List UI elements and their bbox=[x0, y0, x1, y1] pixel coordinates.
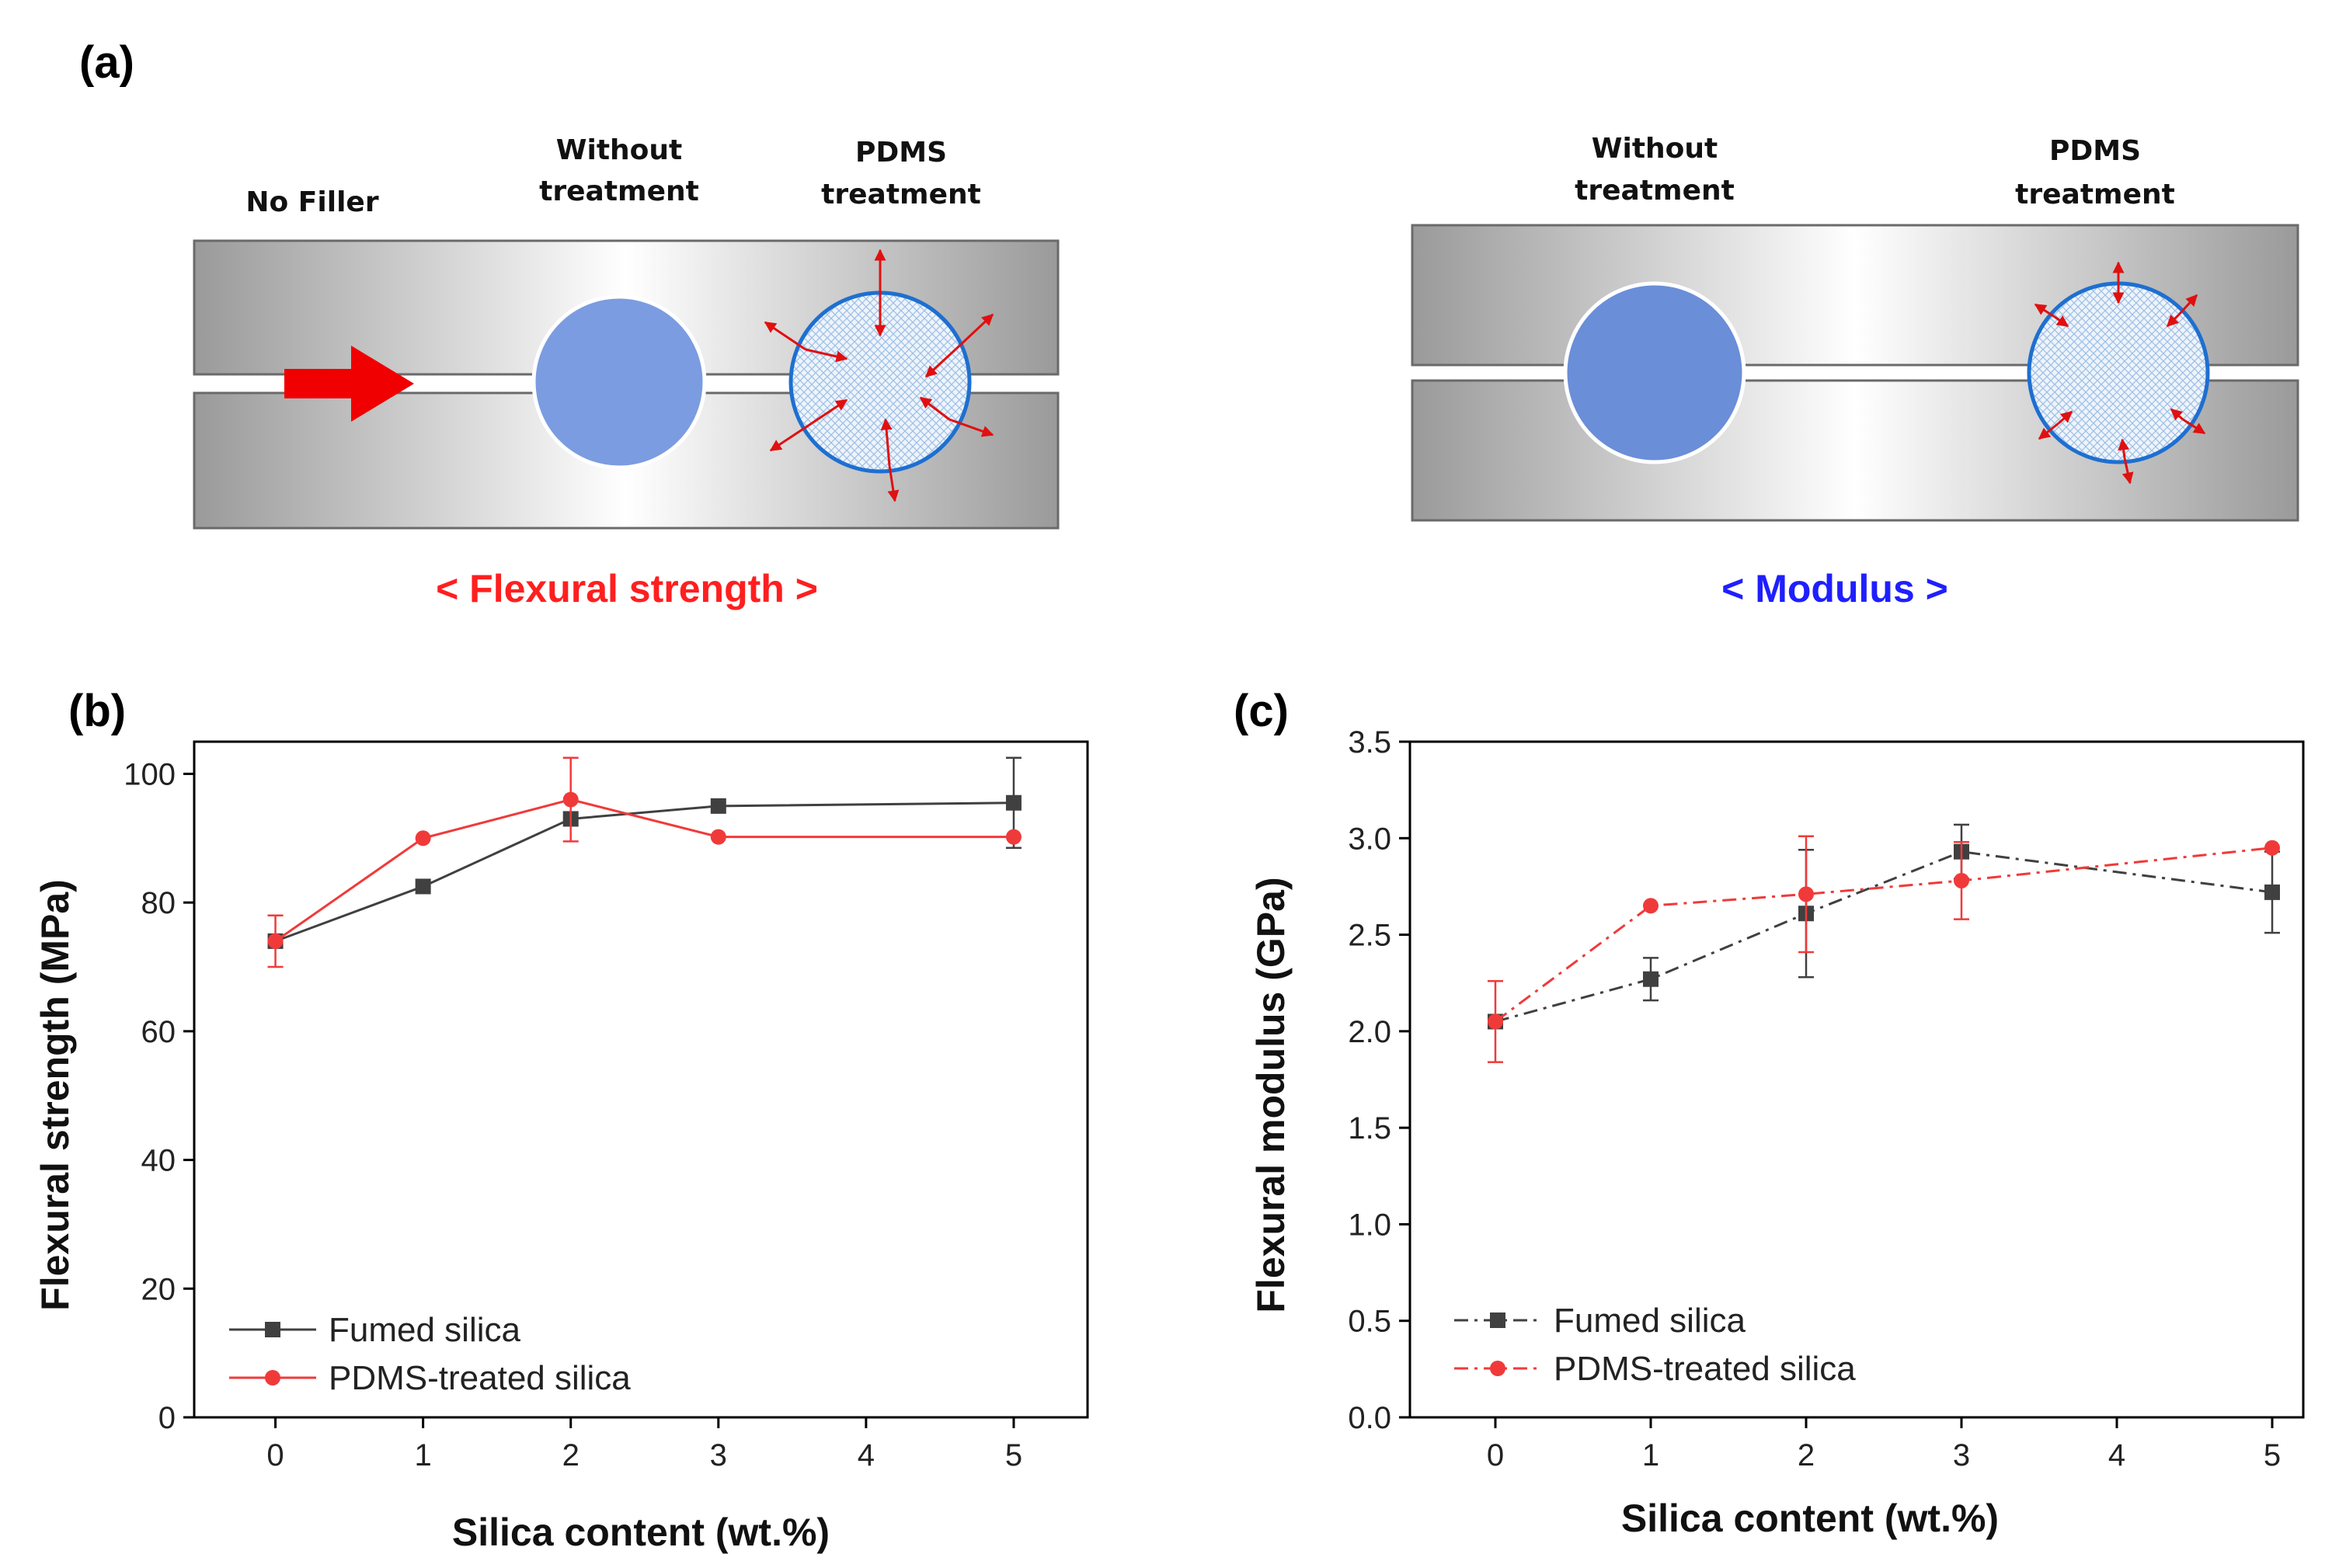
y-tick-label: 1.0 bbox=[1348, 1208, 1391, 1242]
diagram-panel: (a) N bbox=[79, 37, 2299, 610]
data-point bbox=[1954, 872, 1969, 888]
data-point bbox=[267, 933, 284, 949]
pdms-treatment-label-line1: PDMS bbox=[2049, 135, 2141, 167]
data-point bbox=[562, 791, 579, 808]
data-point bbox=[1643, 898, 1659, 914]
x-axis-title: Silica content (wt.%) bbox=[452, 1511, 830, 1554]
plot-frame bbox=[1408, 740, 2305, 1419]
series-fumed-silica bbox=[1488, 823, 2280, 1030]
pdms-treatment-label-line1: PDMS bbox=[855, 137, 947, 169]
legend-label: Fumed silica bbox=[1554, 1302, 1746, 1340]
x-tick-label: 0 bbox=[266, 1438, 284, 1472]
y-tick-label: 2.0 bbox=[1348, 1015, 1391, 1049]
y-tick-label: 0 bbox=[158, 1401, 176, 1435]
without-treatment-label-line1: Without bbox=[1592, 133, 1718, 165]
legend-label: PDMS-treated silica bbox=[329, 1359, 631, 1397]
x-tick-label: 5 bbox=[2264, 1438, 2281, 1472]
stress-arrows-icon bbox=[764, 249, 994, 502]
pdms-treated-filler-particle bbox=[2027, 281, 2210, 464]
data-point bbox=[1488, 1013, 1503, 1030]
y-tick-label: 3.5 bbox=[1348, 725, 1391, 760]
series-pdms-treated-silica bbox=[1488, 835, 2280, 1063]
panel-label-c: (c) bbox=[1234, 686, 1289, 736]
legend-label: Fumed silica bbox=[329, 1311, 520, 1349]
untreated-filler-particle bbox=[531, 294, 707, 470]
y-tick-label: 0.0 bbox=[1348, 1401, 1391, 1435]
plot-frame bbox=[193, 740, 1089, 1419]
data-point bbox=[710, 798, 726, 814]
y-tick-label: 80 bbox=[141, 886, 176, 920]
pdms-treatment-label-line2: treatment bbox=[821, 179, 981, 210]
x-tick-label: 2 bbox=[1798, 1438, 1815, 1472]
y-tick-label: 0.5 bbox=[1348, 1305, 1391, 1339]
panel-label-a: (a) bbox=[79, 37, 134, 88]
x-tick-label: 2 bbox=[562, 1438, 580, 1472]
y-tick-label: 100 bbox=[124, 757, 176, 791]
legend-label: PDMS-treated silica bbox=[1554, 1350, 1856, 1388]
data-point bbox=[2264, 884, 2280, 900]
modulus-caption: < Modulus > bbox=[1721, 567, 1948, 610]
data-point bbox=[2264, 840, 2280, 856]
series-line bbox=[1495, 847, 2273, 1023]
no-filler-label: No Filler bbox=[245, 186, 378, 218]
legend-marker bbox=[1490, 1312, 1505, 1328]
push-arrow-icon bbox=[284, 346, 414, 422]
series-line bbox=[275, 801, 1014, 943]
y-tick-label: 60 bbox=[141, 1015, 176, 1049]
y-tick-label: 1.5 bbox=[1348, 1111, 1391, 1146]
legend-marker bbox=[265, 1370, 280, 1385]
x-tick-label: 3 bbox=[710, 1438, 727, 1472]
y-tick-label: 2.5 bbox=[1348, 919, 1391, 953]
without-treatment-label-line1: Without bbox=[556, 134, 682, 166]
chart-b: (b) 0 1 2 3 4 5 0 20 40 60 80 100 Silica content (wt.… bbox=[33, 686, 1089, 1554]
y-tick-label: 3.0 bbox=[1348, 822, 1391, 856]
x-tick-label: 4 bbox=[2108, 1438, 2125, 1472]
flexural-strength-caption: < Flexural strength > bbox=[436, 567, 818, 610]
x-tick-label: 1 bbox=[415, 1438, 432, 1472]
x-tick-label: 0 bbox=[1487, 1438, 1504, 1472]
x-tick-label: 3 bbox=[1953, 1438, 1970, 1472]
flexural-strength-diagram: No Filler Without treatment PDMS treatme… bbox=[193, 134, 1060, 610]
x-axis-title: Silica content (wt.%) bbox=[1621, 1497, 1999, 1540]
series-line bbox=[274, 798, 1014, 943]
compression-arrows-icon bbox=[2034, 261, 2206, 485]
legend-entry: Fumed silica bbox=[229, 1311, 520, 1349]
series-pdms-treated-silica bbox=[267, 756, 1022, 968]
data-point bbox=[1005, 794, 1022, 811]
data-point bbox=[415, 830, 431, 847]
y-axis-title: Flexural modulus (GPa) bbox=[1249, 877, 1293, 1312]
data-point bbox=[1643, 971, 1659, 987]
x-tick-label: 1 bbox=[1642, 1438, 1659, 1472]
y-tick-label: 20 bbox=[141, 1272, 176, 1306]
modulus-diagram: Without treatment PDMS treatment < Modul… bbox=[1411, 133, 2299, 610]
x-tick-label: 5 bbox=[1005, 1438, 1022, 1472]
series-line bbox=[1495, 850, 2273, 1023]
data-point bbox=[415, 878, 431, 895]
untreated-filler-particle bbox=[1563, 281, 1746, 464]
legend-marker bbox=[265, 1322, 280, 1337]
data-point bbox=[710, 829, 726, 845]
y-axis-title: Flexural strength (MPa) bbox=[33, 879, 77, 1311]
legend-entry: PDMS-treated silica bbox=[229, 1359, 631, 1397]
y-tick-label: 40 bbox=[141, 1144, 176, 1178]
pdms-treatment-label-line2: treatment bbox=[2015, 179, 2175, 210]
legend-entry: PDMS-treated silica bbox=[1454, 1350, 1856, 1388]
data-point bbox=[1798, 886, 1814, 902]
without-treatment-label-line2: treatment bbox=[1575, 175, 1735, 207]
x-tick-label: 4 bbox=[858, 1438, 875, 1472]
without-treatment-label-line2: treatment bbox=[539, 176, 699, 207]
chart-c: (c) 0 1 2 3 4 5 0.0 0.5 1.0 1.5 2.0 2.5 3.0 3.5 Silica … bbox=[1234, 686, 2305, 1540]
data-point bbox=[1005, 829, 1022, 845]
legend-entry: Fumed silica bbox=[1454, 1302, 1746, 1340]
panel-label-b: (b) bbox=[68, 686, 126, 736]
legend-marker bbox=[1490, 1361, 1505, 1376]
series-fumed-silica bbox=[267, 756, 1022, 949]
